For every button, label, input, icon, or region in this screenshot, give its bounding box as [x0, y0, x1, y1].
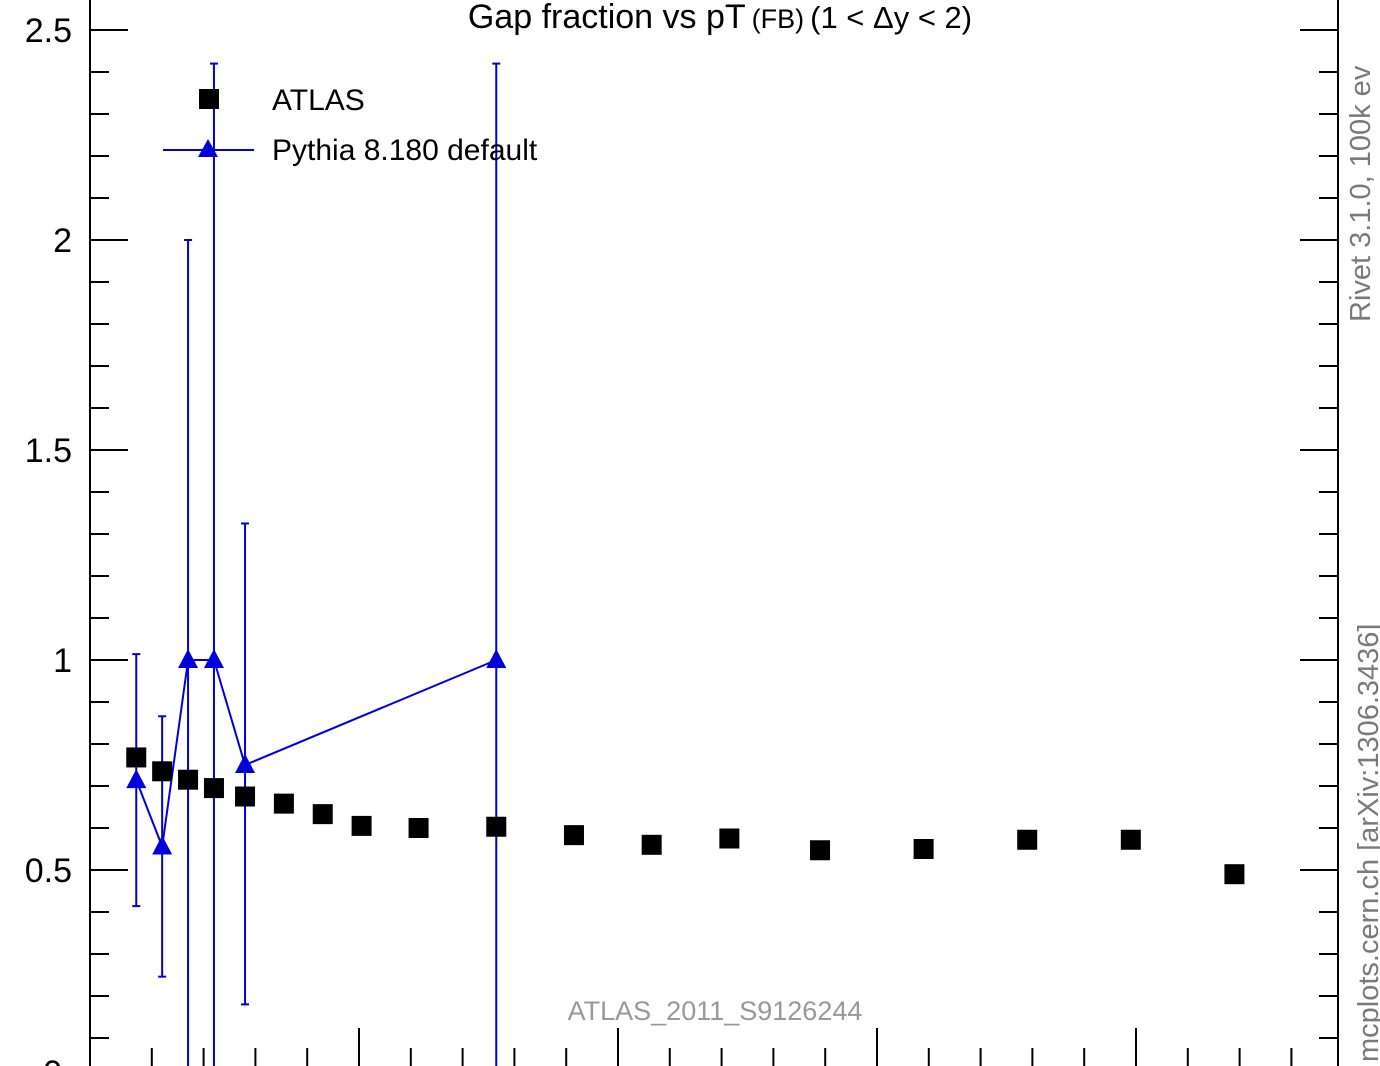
- title-small: (FB): [752, 4, 804, 34]
- atlas-point: [1017, 829, 1038, 850]
- atlas-point: [126, 747, 147, 768]
- atlas-point: [1224, 864, 1245, 885]
- pythia-point: [126, 769, 147, 789]
- x-axis: [150, 1028, 1293, 1066]
- y-axis: 0.5 1 1.5 2 2.5 0: [25, 12, 1338, 1066]
- pythia-point: [178, 649, 199, 668]
- atlas-point: [152, 761, 173, 782]
- pythia-point: [203, 649, 224, 668]
- mcplots-label: mcplots.cern.ch [arXiv:1306.3436]: [1353, 624, 1380, 1062]
- atlas-point: [273, 793, 294, 814]
- atlas-point: [203, 778, 224, 799]
- atlas-point: [178, 769, 199, 790]
- atlas-point: [1120, 829, 1141, 850]
- y-tick-label: 1: [53, 642, 72, 680]
- y-tick-label: 0.5: [25, 852, 72, 890]
- title-range: (1 < Δy < 2): [810, 0, 972, 35]
- atlas-point: [486, 816, 507, 837]
- atlas-point: [719, 828, 740, 849]
- atlas-point: [312, 804, 333, 825]
- atlas-point: [810, 840, 831, 861]
- legend-pythia-label: Pythia 8.180 default: [272, 134, 538, 167]
- atlas-point: [408, 818, 429, 838]
- y-tick-label: 2.5: [25, 12, 72, 50]
- atlas-point: [641, 834, 662, 855]
- pythia-point: [235, 754, 256, 773]
- atlas-point: [351, 815, 372, 836]
- atlas-point: [563, 825, 584, 846]
- legend: ATLAS Pythia 8.180 default: [163, 84, 538, 167]
- y-tick-label-zero: 0: [43, 1054, 62, 1066]
- legend-pythia-marker: [198, 139, 218, 157]
- rivet-label: Rivet 3.1.0, 100k ev: [1345, 65, 1377, 322]
- legend-atlas-marker: [199, 89, 219, 109]
- series-pythia: [126, 62, 507, 1066]
- y-tick-label: 1.5: [25, 432, 72, 470]
- chart-title: Gap fraction vs pT (FB) (1 < Δy < 2): [468, 0, 972, 36]
- atlas-point: [235, 786, 256, 807]
- series-atlas: [126, 747, 1245, 885]
- pythia-point: [152, 835, 173, 855]
- pythia-point: [486, 649, 507, 668]
- atlas-point: [913, 839, 934, 859]
- y-tick-label: 2: [53, 222, 72, 260]
- legend-atlas-label: ATLAS: [272, 84, 365, 117]
- title-main: Gap fraction vs pT: [468, 0, 746, 36]
- pythia-line: [135, 659, 497, 851]
- analysis-label: ATLAS_2011_S9126244: [568, 996, 863, 1026]
